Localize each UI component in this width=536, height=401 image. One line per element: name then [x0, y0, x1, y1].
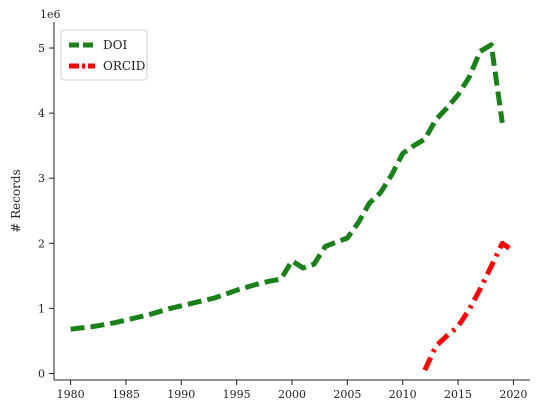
x-tick-label-1980: 1980 [57, 388, 85, 401]
y-axis-title: # Records [9, 169, 23, 233]
series-layer [70, 42, 515, 372]
y-tick-label-1: 1 [38, 302, 45, 315]
series-line-doi [70, 42, 505, 332]
x-tick-label-1995: 1995 [223, 388, 251, 401]
x-tick-label-2005: 2005 [333, 388, 361, 401]
y-tick-label-5: 5 [38, 42, 45, 55]
series-line-orcid [422, 240, 515, 372]
y-tick-label-0: 0 [38, 367, 45, 380]
x-tick-label-2020: 2020 [499, 388, 527, 401]
x-tick-label-1985: 1985 [112, 388, 140, 401]
y-offset-label: 1e6 [40, 8, 61, 21]
x-tick-label-2010: 2010 [389, 388, 417, 401]
y-tick-label-4: 4 [38, 107, 45, 120]
legend: DOI ORCID [60, 29, 148, 81]
x-tick-label-2000: 2000 [278, 388, 306, 401]
legend-label-orcid: ORCID [103, 59, 145, 73]
axes: 1980 1985 1990 1995 2000 2005 2010 2015 2020 0 1 2 3… [9, 8, 530, 401]
legend-label-doi: DOI [103, 38, 127, 52]
y-tick-label-2: 2 [38, 237, 45, 250]
y-tick-label-3: 3 [38, 172, 45, 185]
x-tick-label-2015: 2015 [444, 388, 472, 401]
x-tick-label-1990: 1990 [167, 388, 195, 401]
